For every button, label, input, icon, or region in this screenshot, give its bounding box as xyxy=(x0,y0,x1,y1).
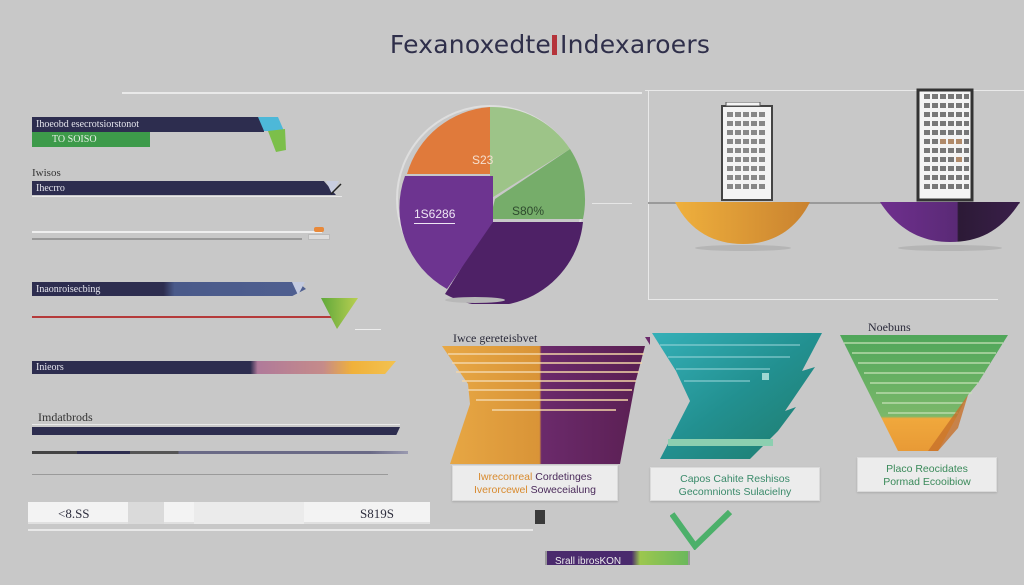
right-panel-bottom-border xyxy=(648,299,998,300)
funnel-1 xyxy=(442,346,645,464)
building-icon xyxy=(721,102,773,201)
bar-3: Ihecrro xyxy=(32,181,336,195)
funnel-2-pointer-icon xyxy=(645,337,650,345)
pie-label-green: S80% xyxy=(512,204,545,218)
checkmark-icon xyxy=(670,510,732,550)
bar-4: Inaonroisecbing xyxy=(32,282,306,296)
pie-slice-orange xyxy=(407,107,490,174)
divider-2 xyxy=(32,424,400,425)
right-panel-left-border xyxy=(648,90,649,300)
caption-line: Capos Cahite Reshisos xyxy=(680,473,790,485)
bar-5: Inieors xyxy=(32,361,396,374)
range-baseline xyxy=(28,529,533,531)
slider-marker-icon xyxy=(314,227,324,232)
funnel-3 xyxy=(840,335,1008,451)
divider-1 xyxy=(32,196,342,197)
pie-slice-green xyxy=(490,149,586,219)
pie-slice-dark-purple xyxy=(445,222,583,304)
building-icon xyxy=(916,88,974,202)
bar-3-label: Ihecrro xyxy=(36,183,65,194)
bar-6 xyxy=(32,427,400,435)
red-divider xyxy=(32,316,332,318)
pie-slice-light-green xyxy=(490,106,570,199)
slider-handle[interactable] xyxy=(308,234,330,240)
pie-label-purple: 1S6286 xyxy=(414,207,456,224)
bar-1-label: Ihoeobd esecrotsiorstonot xyxy=(36,119,140,130)
section-label-imdatbrods: Imdatbrods xyxy=(38,410,93,424)
funnel-2-caption: Capos Cahite Reshisos Gecomnionts Sulaci… xyxy=(650,467,820,501)
thin-divider xyxy=(32,474,388,475)
range-slider[interactable]: <8.SS S819S xyxy=(28,502,430,524)
caption-word: Iverorcewel xyxy=(474,484,528,496)
check-mark-icon xyxy=(292,282,305,295)
range-max-value: S819S xyxy=(360,506,394,521)
caption-line: Pormad Ecooibiow xyxy=(883,476,971,488)
status-progress-bar: Srall ibrosKON xyxy=(545,551,690,567)
caption-word: Soweceialung xyxy=(530,484,596,496)
bar-4-label: Inaonroisecbing xyxy=(36,284,101,295)
bar-2: TO SOISO xyxy=(32,132,150,147)
bar-2-label: TO SOISO xyxy=(52,134,97,145)
page-title: Fexanoxedte Indexaroers xyxy=(350,30,750,59)
funnel-1-heading: Iwce gereteisbvet xyxy=(453,331,538,345)
caption-word: Cordetinges xyxy=(535,471,592,483)
funnel-1-caption: Iwreconreal Cordetinges Iverorcewel Sowe… xyxy=(452,465,618,501)
pie-label-orange: S23 xyxy=(472,153,494,167)
caption-word: Iwreconreal xyxy=(478,471,533,483)
segmented-line xyxy=(32,451,408,454)
right-bowl xyxy=(880,202,1020,251)
title-separator xyxy=(552,35,558,55)
slider-track-top xyxy=(32,231,322,233)
title-right: Indexaroers xyxy=(560,30,711,59)
scroll-thumb[interactable] xyxy=(535,510,545,524)
tiny-divider xyxy=(355,329,381,330)
top-divider xyxy=(122,92,642,94)
chevron-accent-icon xyxy=(258,117,286,152)
left-bowl xyxy=(675,202,810,251)
caption-line: Gecomnionts Sulacielny xyxy=(678,486,792,498)
check-mark-icon xyxy=(326,181,342,195)
title-left: Fexanoxedte xyxy=(389,30,552,59)
pie-connector-line xyxy=(592,203,632,204)
right-panel-top-border xyxy=(645,90,1024,91)
range-fill xyxy=(194,502,304,524)
balance-beam xyxy=(648,202,1020,204)
status-label: Srall ibrosKON xyxy=(555,556,622,567)
caption-line: Placo Reocidates xyxy=(886,463,968,475)
funnel-3-caption: Placo Reocidates Pormad Ecooibiow xyxy=(857,457,997,492)
pie-chart xyxy=(396,105,586,304)
funnel-2 xyxy=(652,333,822,459)
range-min-value: <8.SS xyxy=(58,506,90,521)
funnel-3-heading: Noebuns xyxy=(868,320,911,334)
slider-track-bottom xyxy=(32,238,302,240)
bar-5-label: Inieors xyxy=(36,362,64,373)
pie-slice-purple xyxy=(399,176,493,289)
triangle-down-icon xyxy=(321,298,358,329)
section-label-wisos: Iwisos xyxy=(32,167,61,179)
range-handle-left[interactable] xyxy=(128,502,164,524)
bar-1: Ihoeobd esecrotsiorstonot xyxy=(32,117,264,132)
